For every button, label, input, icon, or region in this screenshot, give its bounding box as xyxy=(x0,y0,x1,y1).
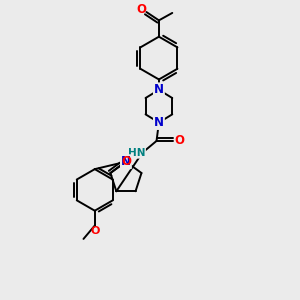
Text: N: N xyxy=(154,83,164,96)
Text: O: O xyxy=(136,3,146,16)
Text: O: O xyxy=(90,226,100,236)
Text: O: O xyxy=(121,155,131,168)
Text: N: N xyxy=(121,155,131,168)
Text: N: N xyxy=(154,116,164,129)
Text: HN: HN xyxy=(128,148,145,158)
Text: O: O xyxy=(174,134,184,147)
